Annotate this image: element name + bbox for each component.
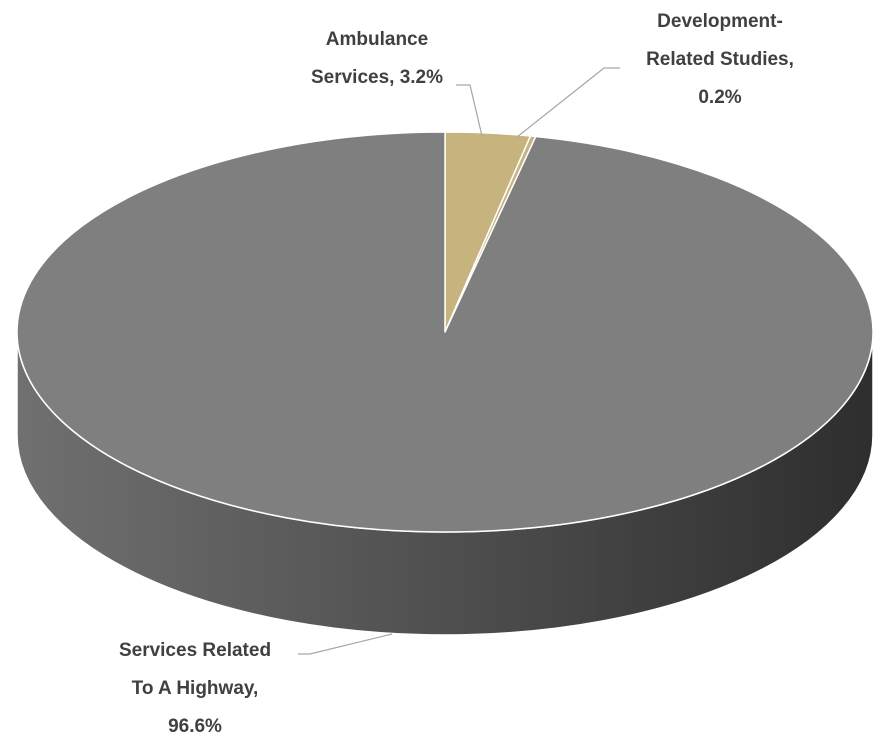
slice-label-1: Development- Related Studies, 0.2% (646, 11, 794, 108)
slice-label-line: To A Highway, (132, 678, 259, 699)
slice-label-2: Services Related To A Highway, 96.6% (119, 640, 271, 737)
slice-label-line: Development- (657, 11, 783, 32)
slice-labels: Ambulance Services, 3.2% Development- Relat… (119, 11, 794, 737)
pie-slices (16, 131, 874, 533)
slice-label-line: Ambulance (326, 29, 428, 50)
slice-label-line: Services, 3.2% (311, 67, 443, 88)
leader-lines (298, 67, 620, 655)
leader-line-2 (298, 633, 393, 655)
slice-label-0: Ambulance Services, 3.2% (311, 29, 443, 88)
leader-line-1 (516, 67, 620, 138)
slice-label-line: 96.6% (168, 716, 222, 737)
pie-slice-2 (16, 131, 874, 533)
slice-label-line: Services Related (119, 640, 271, 661)
slice-label-line: Related Studies, (646, 49, 794, 70)
slice-label-line: 0.2% (698, 87, 741, 108)
leader-line-0 (456, 84, 483, 137)
